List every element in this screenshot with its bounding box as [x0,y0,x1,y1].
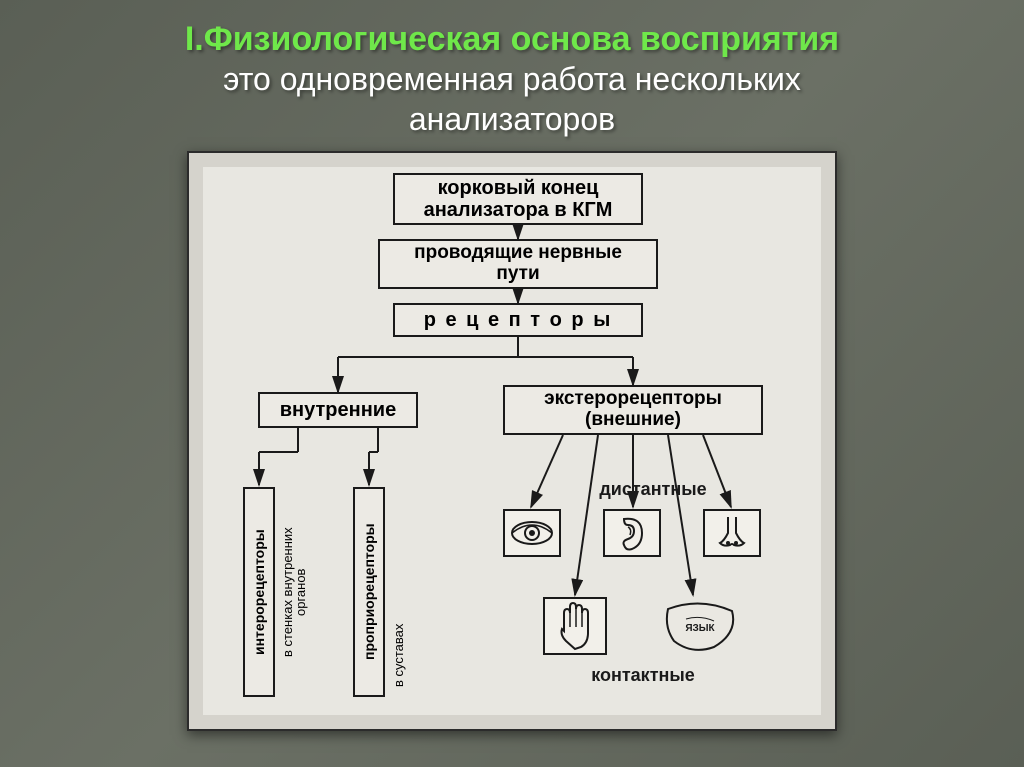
title-sub-1: это одновременная работа нескольких [30,59,994,99]
label-contact: контактные [563,665,723,686]
nose-icon [703,509,761,557]
hand-icon [543,597,607,655]
tongue-label-text: ЯЗЫК [685,623,715,634]
label-distant: дистантные [573,479,733,500]
tongue-icon: ЯЗЫК [658,597,742,655]
ear-icon [603,509,661,557]
slide: I.Физиологическая основа восприятия это … [0,0,1024,767]
label-proprio-sub: в суставах [391,527,411,687]
node-nerve-text2: пути [414,264,622,285]
label-intero-sub: в стенках внутренних органов [281,492,321,692]
node-nerve-paths: проводящие нервные пути [378,239,658,289]
title-main: I.Физиологическая основа восприятия [30,20,994,59]
node-nerve-text1: проводящие нервные [414,243,622,264]
node-cortical-end: корковый конец анализатора в КГМ [393,173,643,225]
node-external: экстерорецепторы (внешние) [503,385,763,435]
node-proprioceptors: проприорецепторы [353,487,385,697]
node-interoceptors: интерорецепторы [243,487,275,697]
title-sub-2: анализаторов [30,99,994,139]
node-external-text2: (внешние) [544,410,722,431]
node-external-text1: экстерорецепторы [544,389,722,410]
node-cortical-text1: корковый конец [424,177,613,199]
diagram-inner: корковый конец анализатора в КГМ проводя… [203,167,821,715]
diagram-container: корковый конец анализатора в КГМ проводя… [187,151,837,731]
node-internal: внутренние [258,392,418,428]
node-cortical-text2: анализатора в КГМ [424,199,613,221]
eye-icon [503,509,561,557]
node-receptors: р е ц е п т о р ы [393,303,643,337]
title-block: I.Физиологическая основа восприятия это … [30,20,994,139]
